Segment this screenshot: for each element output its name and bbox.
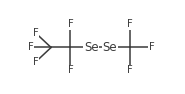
Text: F: F — [33, 28, 39, 38]
Text: F: F — [33, 57, 39, 67]
Text: Se: Se — [84, 41, 99, 54]
Text: F: F — [127, 65, 133, 75]
Text: F: F — [68, 65, 73, 75]
Text: Se: Se — [102, 41, 117, 54]
Text: F: F — [149, 42, 154, 52]
Text: F: F — [68, 19, 73, 29]
Text: F: F — [28, 42, 34, 52]
Text: F: F — [127, 19, 133, 29]
